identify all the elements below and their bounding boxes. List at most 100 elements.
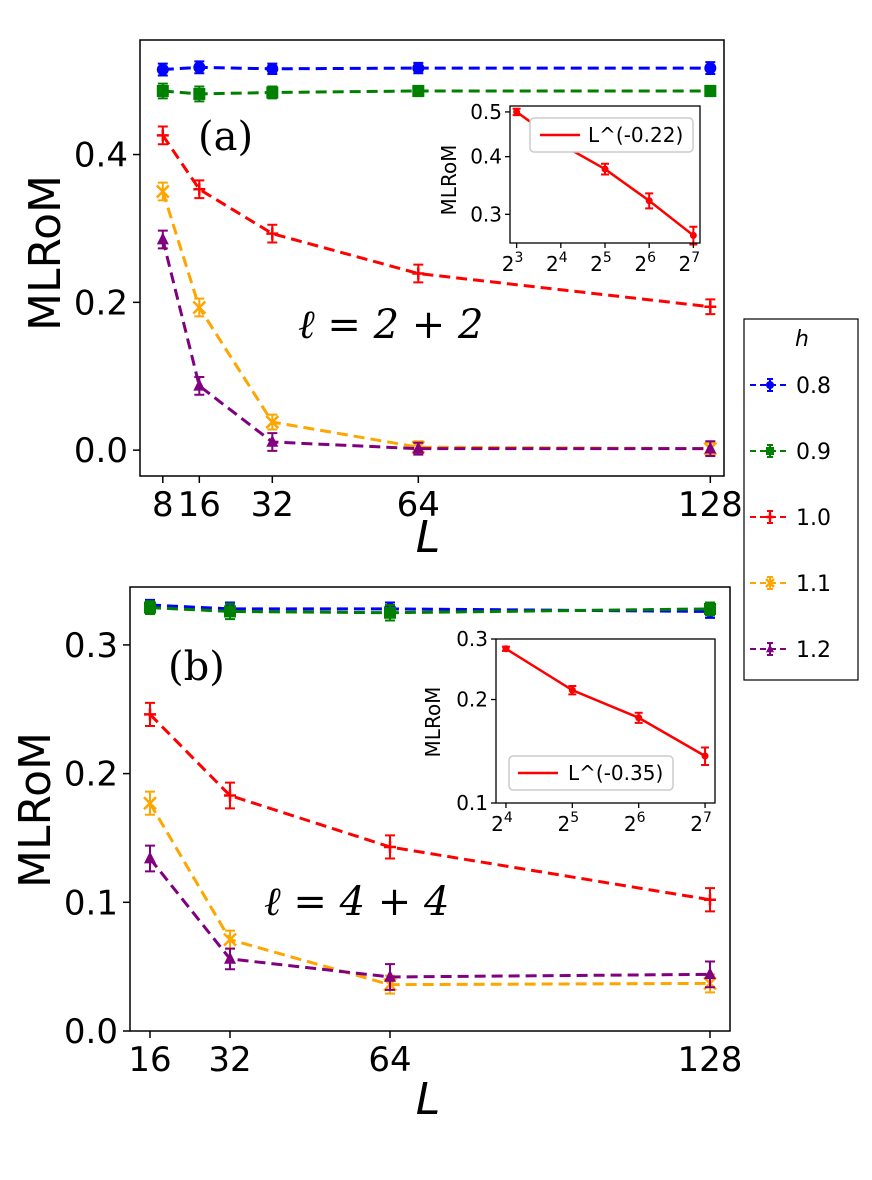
xtick-label-8: 8 [152,485,174,525]
point-1.0-32 [224,789,236,802]
main-legend: h 0.8 0.9 1.0 1.1 1.2 [743,318,859,681]
point-1.2-16 [144,851,156,864]
inset-point-8 [513,108,521,116]
xtick-label-16: 16 [178,485,221,525]
legend-marker-0.9 [766,447,774,455]
point-0.8-8 [156,63,169,76]
inset-xtick-label-7: 27 [679,250,701,276]
inset-xtick-label-7: 27 [690,810,712,836]
point-0.8-16 [193,61,206,74]
point-0.9-64 [412,84,425,97]
inset-a-legend: L^(-0.22) [529,117,694,153]
point-1.0-32 [266,227,279,240]
inset-point-16 [502,645,510,653]
panel-b-label: (b) [168,644,225,690]
xtick-label-32: 32 [208,1040,251,1080]
inset-xtick-label-5: 25 [557,810,579,836]
xtick-label-128: 128 [678,485,743,525]
panel-a-ylabel: MLRoM [20,175,71,331]
ytick-label-0.2: 0.2 [74,283,128,323]
inset-a: 23 24 25 26 27 0.3 0.4 0.5 [470,100,701,276]
inset-fit-line [505,647,706,758]
series-line-1.0 [161,134,711,309]
panel-b-annotation: ℓ = 4 + 4 [264,879,449,925]
inset-ytick-label-0.5: 0.5 [470,100,502,124]
point-1.0-64 [384,840,396,853]
inset-point-64 [645,197,653,205]
axes-frame [139,39,725,477]
inset-ytick-label-0.1: 0.1 [456,791,488,815]
point-0.9-16 [144,601,156,614]
point-1.0-16 [144,708,156,721]
point-0.8-128 [704,62,717,75]
series-line-0.9 [149,606,711,615]
point-1.1-16 [143,796,157,811]
inset-b-legend-label: L^(-0.35) [568,761,663,785]
inset-xtick-label-4: 24 [491,810,513,836]
inset-b: 24 25 26 27 0.1 0.2 0.3 [456,627,716,836]
legend-label-1.1: 1.1 [796,572,831,597]
xtick-label-128: 128 [678,1040,743,1080]
inset-ytick-label-0.3: 0.3 [456,627,488,651]
xtick-label-64: 64 [368,1040,411,1080]
inset-b-ylabel: MLRoM [421,687,445,758]
xtick-label-64: 64 [397,485,440,525]
legend-marker-1.1 [765,578,775,588]
inset-point-64 [635,714,643,722]
point-1.2-64 [384,969,396,982]
point-1.2-32 [266,434,279,447]
inset-ytick-label-0.3: 0.3 [470,202,502,226]
point-1.1-16 [192,300,207,315]
point-0.9-128 [704,84,717,97]
ytick-label-0.3: 0.3 [64,626,118,666]
legend-label-1.2: 1.2 [796,638,831,663]
point-1.2-64 [412,441,425,454]
inset-point-32 [601,165,609,173]
inset-point-128 [701,752,709,760]
point-0.9-128 [704,602,716,615]
legend-label-0.9: 0.9 [796,440,831,465]
legend-marker-1.0 [766,513,774,521]
point-0.9-8 [156,84,169,97]
point-1.1-32 [223,932,237,947]
legend-label-0.8: 0.8 [796,374,831,399]
point-0.8-64 [412,62,425,75]
point-0.9-32 [224,605,236,618]
inset-point-32 [568,686,576,694]
inset-xtick-label-4: 24 [546,250,568,276]
inset-xtick-label-6: 26 [634,250,656,276]
point-1.0-16 [193,183,206,196]
point-0.9-16 [193,87,206,100]
series-line-0.8 [162,65,711,72]
point-0.9-32 [266,86,279,99]
legend-label-1.0: 1.0 [796,506,831,531]
inset-point-128 [689,231,697,239]
inset-a-ylabel: MLRoM [437,145,461,216]
inset-xtick-label-3: 23 [502,250,524,276]
point-1.2-16 [193,378,206,391]
panel-a-xlabel: L [416,512,441,563]
panel-a: 8 16 32 64 128 0.0 0.2 0.4 [74,39,743,525]
point-1.0-64 [412,267,425,280]
inset-xtick-label-6: 26 [624,810,646,836]
inset-b-legend: L^(-0.35) [508,755,674,791]
panel-b-ylabel: MLRoM [10,732,61,888]
point-0.8-32 [266,62,279,75]
point-1.2-8 [156,232,169,245]
inset-frame [495,638,716,804]
panel-a-annotation: ℓ = 2 + 2 [298,302,483,348]
ytick-label-0.2: 0.2 [64,755,118,795]
point-1.0-128 [704,300,717,313]
point-0.9-64 [384,606,396,619]
point-1.0-8 [156,129,169,142]
point-1.2-32 [224,951,236,964]
inset-ytick-label-0.4: 0.4 [470,145,502,169]
legend-marker-1.2 [766,644,774,653]
inset-ytick-label-0.2: 0.2 [456,688,488,712]
legend-title: h [795,327,809,352]
xtick-label-16: 16 [128,1040,171,1080]
panel-b: 16 32 64 128 0.0 0.1 0.2 0.3 [64,586,743,1080]
point-1.1-32 [265,415,280,429]
series-line-0.9 [162,89,711,96]
